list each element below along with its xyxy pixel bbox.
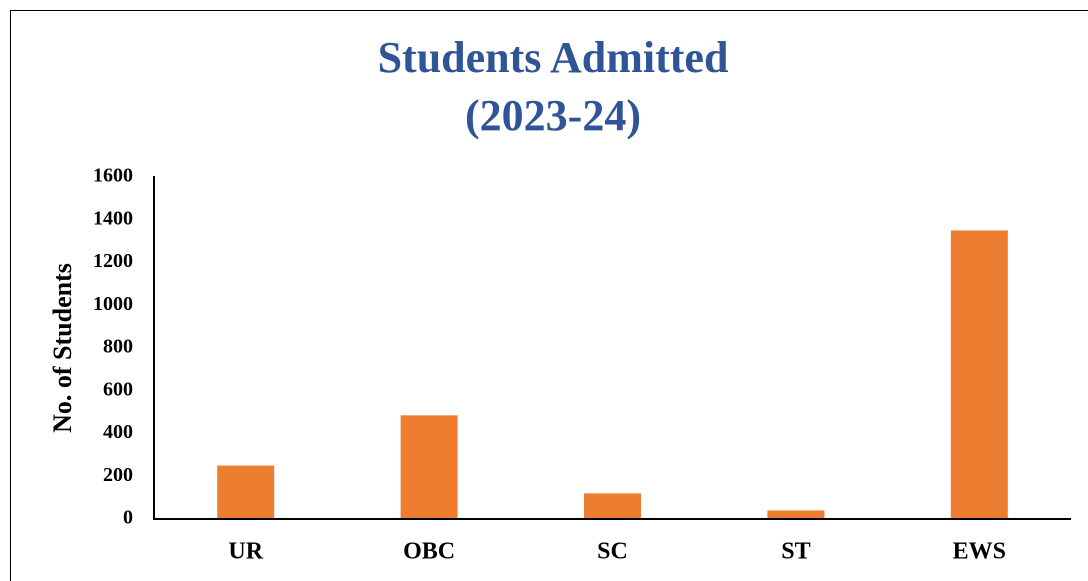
y-tick-label: 1000 [93, 293, 133, 315]
bar [217, 465, 275, 519]
x-tick-label: EWS [953, 539, 1006, 565]
chart-title: (2023-24) [465, 91, 641, 140]
y-tick-label: 200 [103, 464, 133, 486]
x-tick-label: OBC [403, 539, 455, 565]
bar [767, 510, 825, 519]
bar [400, 415, 458, 519]
y-tick-label: 1600 [93, 165, 133, 187]
y-tick-label: 0 [123, 507, 133, 529]
bar [950, 230, 1008, 519]
chart-title: Students Admitted [378, 33, 729, 82]
y-tick-label: 600 [103, 378, 133, 400]
y-axis-label: No. of Students [48, 263, 77, 433]
y-tick-label: 800 [103, 336, 133, 358]
plot-area [217, 230, 1008, 519]
y-tick-label: 1200 [93, 250, 133, 272]
bar [584, 493, 641, 519]
x-tick-label: ST [781, 539, 810, 565]
y-tick-label: 1400 [93, 207, 133, 229]
x-tick-label: SC [597, 539, 628, 565]
chart-frame [10, 10, 1088, 581]
x-tick-label: UR [228, 539, 263, 565]
y-tick-label: 400 [103, 421, 133, 443]
